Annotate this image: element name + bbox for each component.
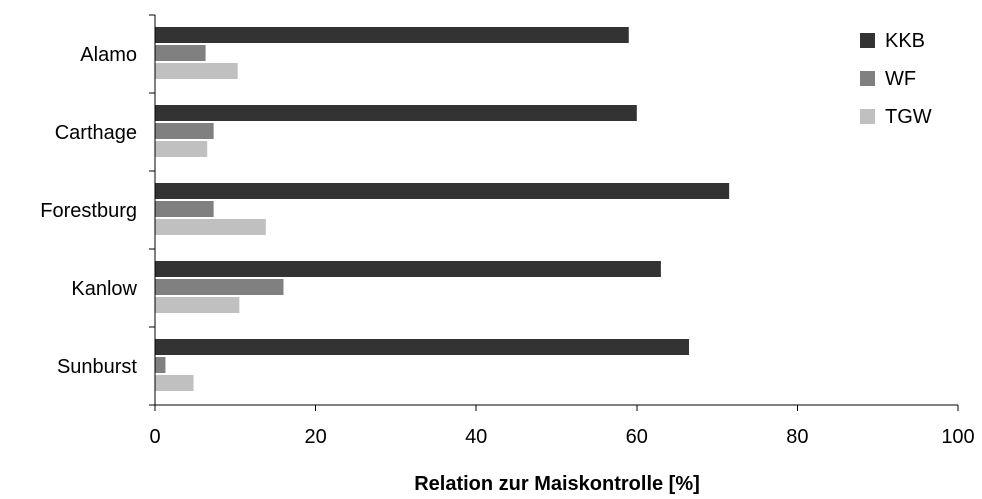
legend-label-kkb: KKB	[885, 30, 925, 52]
bar-alamo-tgw	[155, 63, 238, 79]
legend-swatch-tgw	[860, 109, 875, 124]
x-tick-label-40: 40	[465, 426, 487, 448]
bar-carthage-tgw	[155, 141, 208, 157]
bar-sunburst-wf	[155, 357, 166, 373]
bar-sunburst-tgw	[155, 375, 194, 391]
bar-forestburg-wf	[155, 201, 214, 217]
category-label-sunburst: Sunburst	[57, 356, 137, 378]
category-label-forestburg: Forestburg	[40, 200, 137, 222]
bar-kanlow-tgw	[155, 297, 240, 313]
bar-forestburg-tgw	[155, 219, 266, 235]
axes-layer	[149, 14, 959, 411]
x-axis-title: Relation zur Maiskontrolle [%]	[414, 473, 700, 495]
category-label-kanlow: Kanlow	[71, 278, 137, 300]
category-label-alamo: Alamo	[80, 44, 137, 66]
bar-carthage-kkb	[155, 105, 637, 121]
bar-kanlow-wf	[155, 279, 284, 295]
legend-label-tgw: TGW	[885, 106, 932, 128]
x-tick-label-0: 0	[149, 426, 160, 448]
labels-layer: Alamo Carthage Forestburg Kanlow Sunburst 0 20…	[40, 44, 974, 448]
bar-sunburst-kkb	[155, 339, 689, 355]
x-tick-label-20: 20	[304, 426, 326, 448]
bar-forestburg-kkb	[155, 183, 730, 199]
legend-label-wf: WF	[885, 68, 916, 90]
legend-swatch-wf	[860, 71, 875, 86]
bar-alamo-wf	[155, 45, 206, 61]
x-tick-label-80: 80	[786, 426, 808, 448]
bar-carthage-wf	[155, 123, 214, 139]
bar-alamo-kkb	[155, 27, 629, 43]
bars-layer	[155, 27, 730, 391]
legend: KKB WF TGW	[860, 30, 932, 128]
x-tick-label-100: 100	[941, 426, 974, 448]
category-label-carthage: Carthage	[55, 122, 137, 144]
x-tick-label-60: 60	[626, 426, 648, 448]
bar-kanlow-kkb	[155, 261, 661, 277]
legend-swatch-kkb	[860, 33, 875, 48]
